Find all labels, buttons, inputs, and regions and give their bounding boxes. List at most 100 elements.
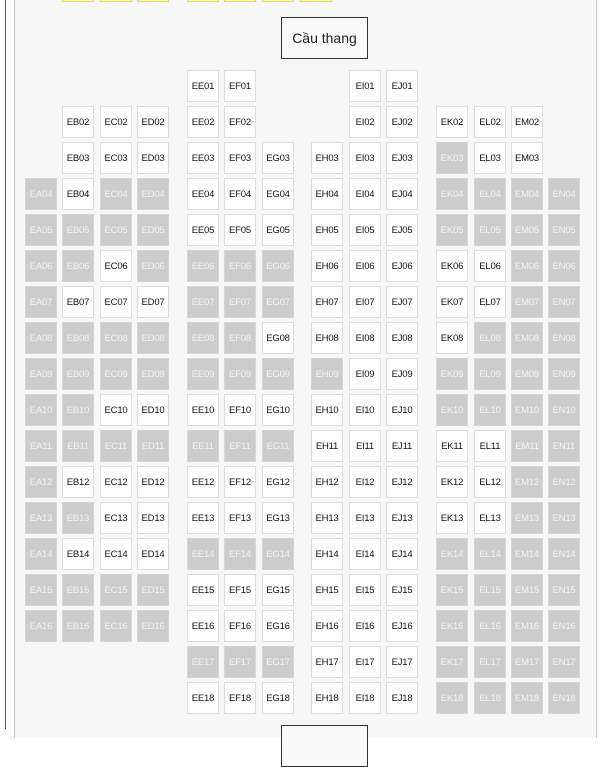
seat-eh08[interactable]: EH08 xyxy=(311,322,343,354)
seat-ee03[interactable]: EE03 xyxy=(187,142,219,174)
seat-ed02[interactable]: ED02 xyxy=(137,106,169,138)
seat-ef03[interactable]: EF03 xyxy=(224,142,256,174)
seat-ee12[interactable]: EE12 xyxy=(187,466,219,498)
seat-ek11[interactable]: EK11 xyxy=(436,430,468,462)
seat-ef13[interactable]: EF13 xyxy=(224,502,256,534)
seat-eh12[interactable]: EH12 xyxy=(311,466,343,498)
seat-ei17[interactable]: EI17 xyxy=(349,646,381,678)
selected-seat[interactable] xyxy=(300,0,332,2)
seat-ef15[interactable]: EF15 xyxy=(224,574,256,606)
seat-ee01[interactable]: EE01 xyxy=(187,70,219,102)
seat-ed14[interactable]: ED14 xyxy=(137,538,169,570)
seat-eb04[interactable]: EB04 xyxy=(62,178,94,210)
seat-ec06[interactable]: EC06 xyxy=(100,250,132,282)
seat-eh07[interactable]: EH07 xyxy=(311,286,343,318)
seat-ej08[interactable]: EJ08 xyxy=(386,322,418,354)
seat-em02[interactable]: EM02 xyxy=(511,106,543,138)
seat-ej09[interactable]: EJ09 xyxy=(386,358,418,390)
seat-eg03[interactable]: EG03 xyxy=(262,142,294,174)
seat-eh18[interactable]: EH18 xyxy=(311,682,343,714)
seat-ee04[interactable]: EE04 xyxy=(187,178,219,210)
seat-ei13[interactable]: EI13 xyxy=(349,502,381,534)
seat-ef18[interactable]: EF18 xyxy=(224,682,256,714)
seat-ed03[interactable]: ED03 xyxy=(137,142,169,174)
seat-ej18[interactable]: EJ18 xyxy=(386,682,418,714)
seat-el03[interactable]: EL03 xyxy=(474,142,506,174)
seat-ef16[interactable]: EF16 xyxy=(224,610,256,642)
seat-ei02[interactable]: EI02 xyxy=(349,106,381,138)
seat-ei01[interactable]: EI01 xyxy=(349,70,381,102)
seat-em03[interactable]: EM03 xyxy=(511,142,543,174)
seat-ei07[interactable]: EI07 xyxy=(349,286,381,318)
seat-ec14[interactable]: EC14 xyxy=(100,538,132,570)
seat-eh05[interactable]: EH05 xyxy=(311,214,343,246)
seat-eg15[interactable]: EG15 xyxy=(262,574,294,606)
seat-ee10[interactable]: EE10 xyxy=(187,394,219,426)
seat-ed07[interactable]: ED07 xyxy=(137,286,169,318)
seat-eg08[interactable]: EG08 xyxy=(262,322,294,354)
seat-ef10[interactable]: EF10 xyxy=(224,394,256,426)
seat-ej03[interactable]: EJ03 xyxy=(386,142,418,174)
seat-el13[interactable]: EL13 xyxy=(474,502,506,534)
seat-ei15[interactable]: EI15 xyxy=(349,574,381,606)
seat-el06[interactable]: EL06 xyxy=(474,250,506,282)
seat-ec12[interactable]: EC12 xyxy=(100,466,132,498)
seat-ec10[interactable]: EC10 xyxy=(100,394,132,426)
seat-ej05[interactable]: EJ05 xyxy=(386,214,418,246)
seat-ef04[interactable]: EF04 xyxy=(224,178,256,210)
selected-seat[interactable] xyxy=(224,0,256,2)
selected-seat[interactable] xyxy=(262,0,294,2)
seat-eh13[interactable]: EH13 xyxy=(311,502,343,534)
seat-ef05[interactable]: EF05 xyxy=(224,214,256,246)
selected-seat[interactable] xyxy=(100,0,132,2)
seat-ee05[interactable]: EE05 xyxy=(187,214,219,246)
seat-ej16[interactable]: EJ16 xyxy=(386,610,418,642)
seat-ek08[interactable]: EK08 xyxy=(436,322,468,354)
seat-ee15[interactable]: EE15 xyxy=(187,574,219,606)
seat-eh10[interactable]: EH10 xyxy=(311,394,343,426)
seat-ei10[interactable]: EI10 xyxy=(349,394,381,426)
seat-ej01[interactable]: EJ01 xyxy=(386,70,418,102)
seat-ei16[interactable]: EI16 xyxy=(349,610,381,642)
seat-ej15[interactable]: EJ15 xyxy=(386,574,418,606)
seat-ek13[interactable]: EK13 xyxy=(436,502,468,534)
seat-ej14[interactable]: EJ14 xyxy=(386,538,418,570)
seat-ef01[interactable]: EF01 xyxy=(224,70,256,102)
seat-ec13[interactable]: EC13 xyxy=(100,502,132,534)
seat-ei04[interactable]: EI04 xyxy=(349,178,381,210)
seat-ej11[interactable]: EJ11 xyxy=(386,430,418,462)
seat-ei06[interactable]: EI06 xyxy=(349,250,381,282)
seat-ed13[interactable]: ED13 xyxy=(137,502,169,534)
seat-el12[interactable]: EL12 xyxy=(474,466,506,498)
seat-ej02[interactable]: EJ02 xyxy=(386,106,418,138)
seat-eh04[interactable]: EH04 xyxy=(311,178,343,210)
seat-ek07[interactable]: EK07 xyxy=(436,286,468,318)
seat-ee02[interactable]: EE02 xyxy=(187,106,219,138)
seat-eh14[interactable]: EH14 xyxy=(311,538,343,570)
seat-ek12[interactable]: EK12 xyxy=(436,466,468,498)
seat-ec02[interactable]: EC02 xyxy=(100,106,132,138)
seat-eh03[interactable]: EH03 xyxy=(311,142,343,174)
seat-el02[interactable]: EL02 xyxy=(474,106,506,138)
seat-eg12[interactable]: EG12 xyxy=(262,466,294,498)
seat-ei08[interactable]: EI08 xyxy=(349,322,381,354)
seat-ei03[interactable]: EI03 xyxy=(349,142,381,174)
seat-ed12[interactable]: ED12 xyxy=(137,466,169,498)
seat-ec07[interactable]: EC07 xyxy=(100,286,132,318)
seat-ef12[interactable]: EF12 xyxy=(224,466,256,498)
seat-eh11[interactable]: EH11 xyxy=(311,430,343,462)
seat-ei11[interactable]: EI11 xyxy=(349,430,381,462)
seat-ed10[interactable]: ED10 xyxy=(137,394,169,426)
seat-ei05[interactable]: EI05 xyxy=(349,214,381,246)
seat-ej06[interactable]: EJ06 xyxy=(386,250,418,282)
seat-ej13[interactable]: EJ13 xyxy=(386,502,418,534)
seat-eg13[interactable]: EG13 xyxy=(262,502,294,534)
seat-ec03[interactable]: EC03 xyxy=(100,142,132,174)
seat-eg18[interactable]: EG18 xyxy=(262,682,294,714)
seat-eh15[interactable]: EH15 xyxy=(311,574,343,606)
seat-ek02[interactable]: EK02 xyxy=(436,106,468,138)
seat-ei18[interactable]: EI18 xyxy=(349,682,381,714)
seat-el11[interactable]: EL11 xyxy=(474,430,506,462)
seat-eg04[interactable]: EG04 xyxy=(262,178,294,210)
selected-seat[interactable] xyxy=(137,0,169,2)
